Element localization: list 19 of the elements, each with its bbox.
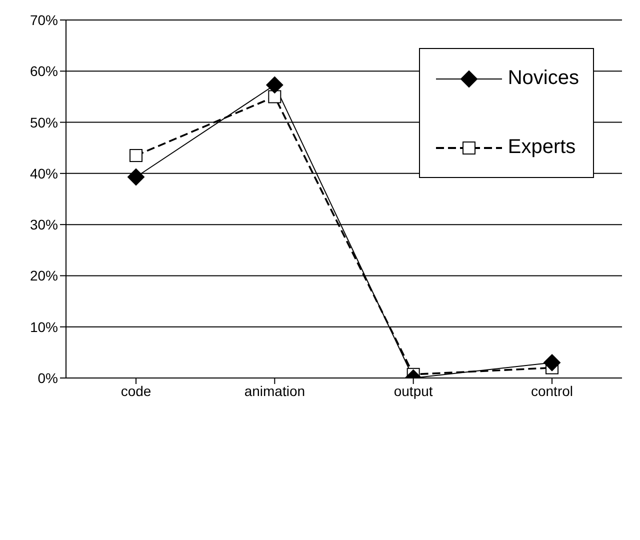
x-tick-label: animation — [244, 382, 306, 399]
y-tick-label: 0% — [38, 370, 58, 386]
point — [544, 354, 560, 372]
x-tick-label: control — [530, 382, 574, 399]
x-tick-label: code — [120, 382, 152, 399]
point — [266, 76, 284, 94]
y-tick-label: 20% — [30, 268, 58, 284]
y-tick-label: 30% — [30, 216, 58, 233]
x-tick-label: output — [394, 382, 433, 399]
y-tick-label: 70% — [30, 12, 58, 28]
y-tick-label: 40% — [30, 165, 58, 182]
y-tick-label: 10% — [30, 318, 58, 335]
point — [130, 149, 142, 162]
y-tick-label: 60% — [30, 63, 58, 80]
point — [268, 90, 282, 104]
legend-label: Experts — [508, 136, 576, 159]
y-tick-label: 50% — [30, 114, 58, 130]
legend-label: Novices — [508, 67, 579, 90]
point — [128, 168, 144, 186]
